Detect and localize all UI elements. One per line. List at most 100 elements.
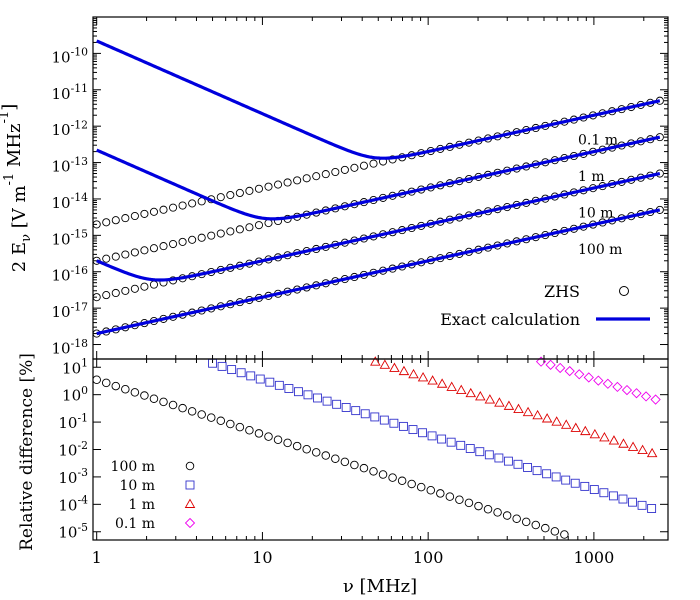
difference-point [551,416,562,426]
zhs-point [350,163,359,172]
legend-label: 10 m [119,478,155,494]
zhs-point [245,223,254,232]
bottom-ticks: 101 100 10-1 10-2 10-3 10-4 10-5 [58,357,668,542]
zhs-point [188,199,197,208]
difference-point [574,369,585,380]
difference-point [535,356,547,367]
difference-point [92,375,101,385]
difference-point [378,470,388,479]
zhs-point [169,203,178,212]
legend-label: 100 m [111,459,155,475]
y-tick-label: 10-2 [58,439,88,460]
difference-point [322,396,332,406]
zhs-point [245,186,254,195]
difference-point [389,362,400,372]
zhs-point [321,170,330,179]
difference-point [111,381,121,391]
x-tick-label: 10 [252,548,272,567]
difference-point [416,482,426,492]
zhs-point [216,193,225,202]
difference-point [331,454,340,463]
zhs-point [102,291,111,300]
y-tick-label: 10-12 [52,118,88,139]
zhs-point [130,284,139,293]
difference-point [427,375,438,385]
difference-point [398,421,408,431]
x-axis-label: ν [MHz] [343,576,417,597]
zhs-point [121,250,130,259]
difference-point [407,479,416,489]
difference-point [321,451,331,460]
y-tick-label: 10-1 [58,411,88,432]
difference-point [360,409,370,419]
difference-point [341,403,351,412]
y-tick-label: 10-4 [58,494,88,515]
difference-point [149,394,159,403]
difference-point [560,419,572,429]
difference-point [293,387,303,397]
difference-point [437,434,447,444]
zhs-point [140,209,149,218]
difference-point [522,406,534,417]
zhs-point [293,176,302,185]
y-tick-label: 10-5 [58,521,88,542]
difference-point [523,463,532,472]
zhs-point [130,248,139,257]
y-tick-label: 10-15 [52,228,89,249]
difference-point [427,431,437,441]
distance-label: 100 m [578,242,622,258]
y-tick-label: 10-11 [52,82,88,103]
exact-curve [96,135,661,221]
difference-point [484,394,496,404]
x-tick-label: 1000 [574,548,615,567]
zhs-point [235,225,244,234]
zhs-point [197,233,206,242]
difference-point [168,400,178,410]
legend-label-exact: Exact calculation [440,310,580,329]
difference-point [227,365,237,375]
zhs-point [188,235,197,244]
legend-label-zhs: ZHS [544,282,580,301]
x-tick-label: 100 [413,548,444,567]
difference-point [612,381,623,393]
difference-point [455,495,464,505]
difference-point [628,497,637,507]
difference-point [513,459,523,469]
difference-point [580,425,591,436]
difference-point [446,381,457,391]
difference-point [532,409,543,420]
difference-point [184,517,196,529]
difference-point [178,403,187,413]
legend-marker-zhs [619,286,629,296]
difference-point [618,494,628,504]
difference-point [550,527,560,536]
difference-point [631,388,642,399]
y-tick-label: 10-3 [58,466,88,487]
zhs-point [254,184,264,193]
zhs-point [149,207,159,216]
difference-point [474,501,483,511]
difference-point [580,481,590,491]
difference-point [408,368,419,379]
zhs-point [111,216,120,225]
difference-point [101,378,111,388]
zhs-point [178,201,187,210]
difference-point [583,372,594,383]
difference-point [370,412,380,422]
y-tick-label: 101 [62,357,88,378]
difference-point [608,435,620,445]
difference-point [236,368,246,378]
difference-point [302,444,311,454]
difference-point [332,399,342,409]
exact-curve [96,208,661,336]
difference-point [436,489,445,498]
difference-point [494,453,504,463]
difference-point [255,374,265,384]
difference-point [531,520,541,530]
zhs-point [302,174,311,183]
y-tick-label: 10-16 [52,264,89,285]
difference-point [264,432,273,441]
difference-point [417,372,429,382]
difference-point [370,356,381,366]
difference-point [475,447,485,457]
